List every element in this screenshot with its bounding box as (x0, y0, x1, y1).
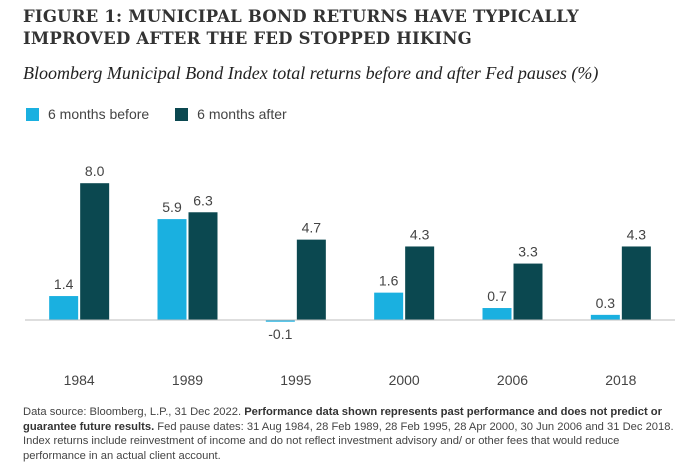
bar-group (49, 183, 651, 322)
value-label-before-1984: 1.4 (54, 276, 74, 292)
chart-title: FIGURE 1: MUNICIPAL BOND RETURNS HAVE TY… (23, 7, 579, 48)
chart-legend: 6 months before 6 months after (26, 106, 313, 122)
x-tick-label-1989: 1989 (172, 372, 203, 388)
legend-item-before: 6 months before (26, 106, 149, 122)
value-label-before-1989: 5.9 (162, 199, 182, 215)
source-note: Data source: Bloomberg, L.P., 31 Dec 202… (23, 405, 685, 463)
bar-after-2000 (405, 246, 435, 320)
x-tick-label-2006: 2006 (497, 372, 528, 388)
value-label-after-2018: 4.3 (627, 226, 647, 242)
bar-before-2006 (482, 308, 512, 320)
legend-swatch-before (26, 107, 39, 121)
legend-item-after: 6 months after (175, 106, 287, 122)
x-tick-label-1984: 1984 (64, 372, 95, 388)
bar-before-1995 (265, 320, 295, 322)
performance-disclaimer: Performance data shown represents past p… (23, 406, 662, 433)
bar-chart: 1.4 8.0 5.9 6.3 -0.1 4.7 1.6 4.3 0.7 3.3 0.3 4.3 19… (25, 163, 675, 388)
legend-swatch-after (175, 107, 189, 121)
x-axis-tick-group: 1984 1989 1995 2000 2006 2018 (64, 372, 637, 388)
legend-label-before: 6 months before (48, 106, 150, 122)
chart-subtitle: Bloomberg Municipal Bond Index total ret… (23, 63, 599, 83)
legend-label-after: 6 months after (197, 106, 287, 122)
x-tick-label-2000: 2000 (389, 372, 420, 388)
bar-after-2006 (513, 263, 543, 320)
value-label-before-1995: -0.1 (268, 326, 292, 342)
value-label-after-1989: 6.3 (193, 192, 213, 208)
source-text: Data source: Bloomberg, L.P., 31 Dec 202… (23, 406, 245, 418)
bar-before-1989 (157, 219, 187, 320)
value-label-after-2000: 4.3 (410, 226, 430, 242)
value-label-before-2000: 1.6 (379, 273, 399, 289)
bar-after-1995 (296, 239, 326, 320)
bar-before-2000 (374, 292, 404, 320)
value-label-after-2006: 3.3 (518, 244, 538, 260)
value-label-group: 1.4 8.0 5.9 6.3 -0.1 4.7 1.6 4.3 0.7 3.3 0.3 4.3 (54, 163, 646, 342)
bar-after-1989 (188, 212, 218, 320)
value-label-after-1984: 8.0 (85, 163, 105, 179)
value-label-before-2018: 0.3 (596, 295, 616, 311)
value-label-after-1995: 4.7 (302, 220, 322, 236)
bar-after-2018 (621, 246, 651, 320)
bar-before-2018 (590, 314, 620, 320)
x-tick-label-1995: 1995 (280, 372, 311, 388)
source-details: Fed pause dates: 31 Aug 1984, 28 Feb 198… (23, 420, 674, 462)
bar-before-1984 (49, 296, 79, 320)
x-tick-label-2018: 2018 (605, 372, 636, 388)
bar-after-1984 (80, 183, 110, 320)
value-label-before-2006: 0.7 (487, 288, 507, 304)
